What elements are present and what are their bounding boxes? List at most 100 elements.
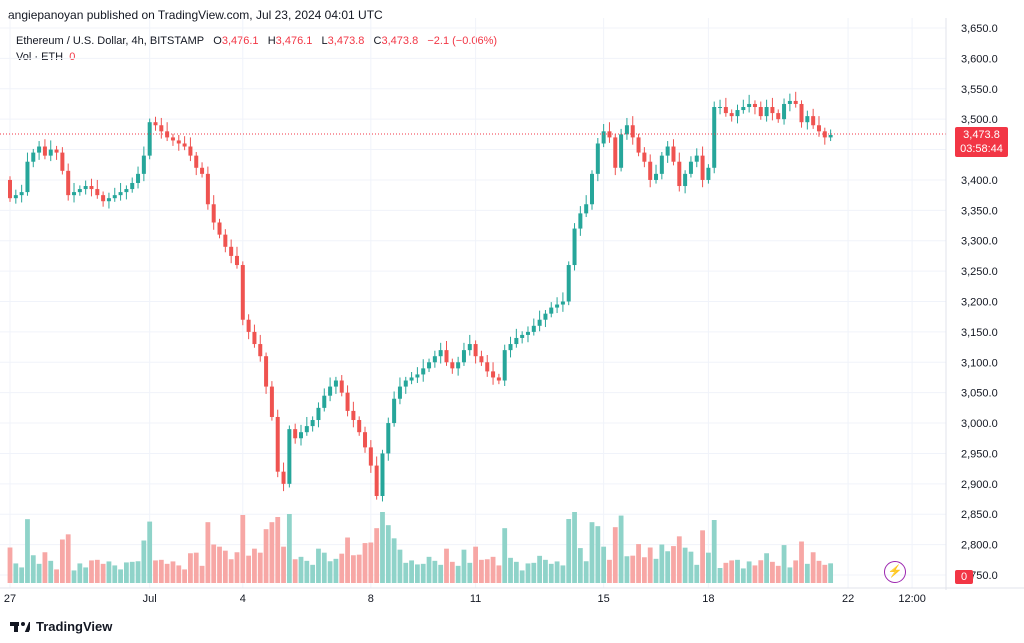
volume-bar: [595, 526, 601, 583]
time-tick-label: 15: [598, 593, 610, 605]
candle-body: [223, 234, 228, 247]
candle-body: [729, 113, 734, 117]
volume-bar: [612, 527, 618, 583]
candle-body: [234, 255, 239, 266]
candle-body: [799, 103, 804, 123]
change-value: −2.1 (−0.06%): [427, 35, 498, 47]
volume-bar: [711, 520, 717, 583]
candle-body: [357, 420, 362, 433]
price-tick-label: 3,600.0: [961, 53, 998, 65]
volume-bar: [25, 519, 30, 583]
candle-body: [106, 198, 111, 202]
time-tick-label: 22: [842, 593, 854, 605]
candle-body: [613, 137, 618, 168]
volume-bar: [356, 554, 362, 583]
volume-bar: [566, 519, 572, 583]
candle-body: [473, 344, 478, 357]
volume-bar: [804, 563, 810, 583]
candle-body: [491, 371, 496, 378]
volume-label[interactable]: Vol · ETH: [16, 51, 64, 63]
candle-body: [776, 113, 781, 120]
tradingview-footer[interactable]: TradingView: [10, 619, 112, 634]
candle-body: [485, 362, 490, 372]
candle-body: [130, 182, 135, 190]
volume-bar: [519, 570, 525, 583]
symbol-title[interactable]: Ethereum / U.S. Dollar, 4h, BITSTAMP: [16, 35, 205, 47]
candle-body: [176, 140, 181, 144]
candle-body: [112, 195, 117, 199]
candle-body: [723, 107, 728, 114]
candle-body: [83, 186, 88, 190]
volume-bar: [729, 560, 735, 583]
volume-bar: [752, 565, 758, 583]
volume-bar: [321, 552, 327, 583]
candle-body: [153, 122, 158, 126]
candle-body: [194, 155, 199, 168]
candle-body: [147, 122, 152, 156]
volume-bar: [339, 553, 345, 583]
candle-body: [456, 362, 461, 369]
candle-body: [316, 407, 321, 421]
volume-bar: [246, 555, 252, 583]
candle-body: [764, 107, 769, 117]
volume-bar: [19, 567, 25, 583]
candle-body: [374, 465, 379, 496]
volume-bar: [781, 545, 787, 583]
volume-bar: [94, 559, 100, 583]
volume-bar: [275, 517, 281, 583]
volume-bar: [653, 558, 659, 583]
bar-countdown: 03:58:44: [960, 143, 1003, 155]
candle-body: [590, 173, 594, 205]
volume-bar: [432, 560, 438, 583]
candle-body: [54, 149, 59, 153]
candle-body: [397, 386, 402, 399]
volume-bar: [228, 559, 234, 583]
volume-bar: [822, 564, 828, 583]
candle-body: [269, 386, 274, 417]
candle-body: [444, 350, 449, 363]
volume-bar: [374, 528, 380, 583]
volume-bar: [234, 552, 240, 583]
open-label: O: [213, 35, 222, 47]
volume-bar: [513, 561, 519, 583]
candle-body: [211, 204, 216, 223]
candle-body: [665, 146, 670, 156]
volume-bar: [601, 546, 607, 583]
time-tick-label: 4: [240, 593, 246, 605]
volume-bar: [548, 563, 554, 583]
lightning-icon[interactable]: ⚡: [884, 561, 906, 583]
candle-body: [578, 213, 583, 229]
volume-bar: [641, 557, 647, 583]
candle-body: [502, 350, 507, 381]
volume-bar: [496, 565, 502, 583]
candle-body: [170, 137, 175, 141]
candle-body: [322, 395, 327, 408]
grid-lines: [0, 18, 946, 588]
candle-body: [264, 356, 269, 387]
candle-body: [816, 125, 821, 132]
candle-body: [636, 137, 641, 153]
candle-body: [165, 131, 170, 138]
price-axis[interactable]: 3,650.03,600.03,550.03,500.03,450.03,400…: [961, 23, 998, 582]
price-tick-label: 3,550.0: [961, 84, 998, 96]
candle-body: [782, 103, 787, 120]
candle-body: [811, 116, 816, 126]
chart-legend: Ethereum / U.S. Dollar, 4h, BITSTAMP O3,…: [16, 33, 497, 65]
time-tick-label: 11: [470, 593, 481, 605]
candle-body: [758, 107, 763, 117]
candle-body: [479, 356, 484, 363]
candle-body: [60, 152, 65, 171]
volume-bar: [624, 556, 630, 583]
candle-body: [101, 195, 106, 202]
close-label: C: [373, 35, 382, 47]
volume-bar: [461, 549, 467, 583]
volume-bar: [281, 546, 286, 583]
volume-bar: [787, 567, 793, 583]
candle-body: [159, 125, 164, 132]
candlesticks: [8, 91, 833, 502]
time-axis[interactable]: 27 Jul 4 8 11 15 18 22 12:00: [4, 593, 926, 605]
volume-bar: [572, 512, 577, 583]
volume-bar: [618, 515, 624, 583]
volume-bar: [531, 562, 537, 583]
